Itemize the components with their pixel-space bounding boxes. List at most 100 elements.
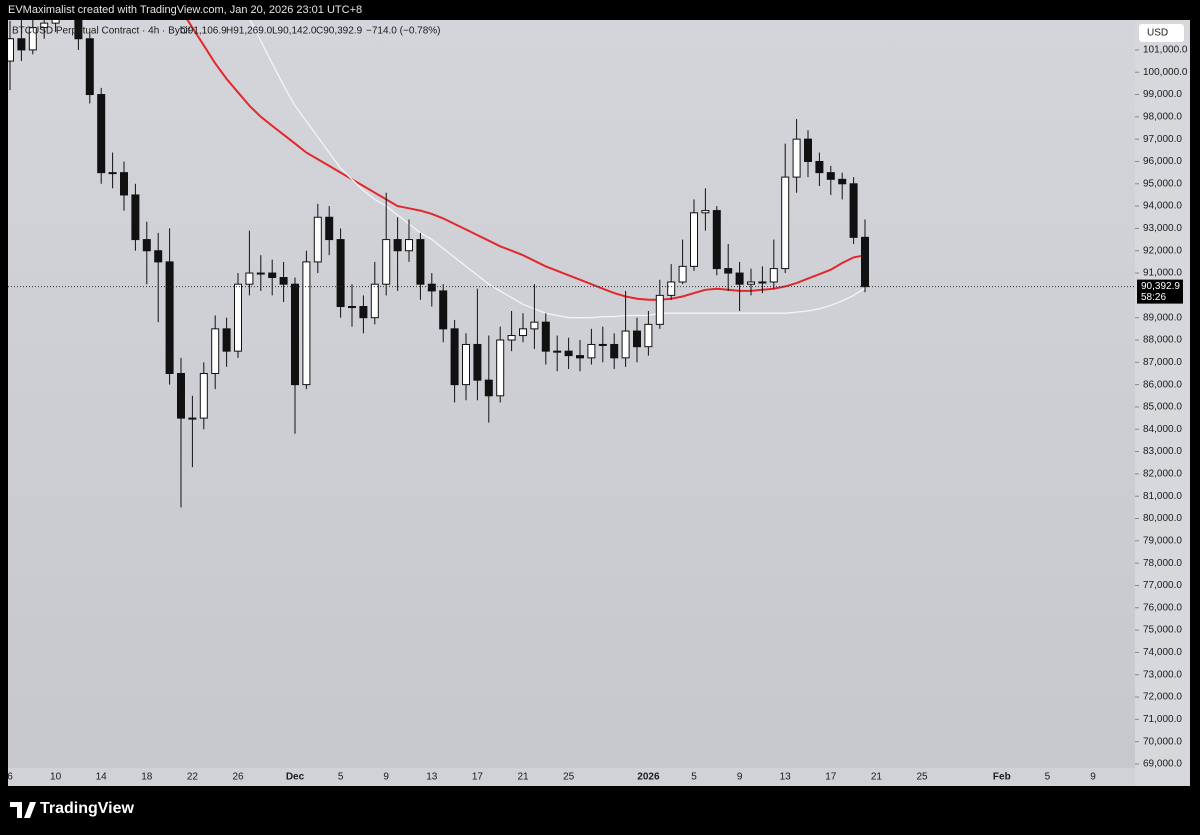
brand: TradingView — [40, 800, 135, 817]
candle-body — [496, 339, 505, 397]
candle-body — [712, 210, 721, 270]
y-tick-label: 76,000.0 — [1143, 602, 1182, 613]
x-tick-label: 5 — [691, 772, 697, 783]
candle-body — [51, 20, 60, 24]
y-tick-label: 82,000.0 — [1143, 469, 1182, 480]
candle-body — [154, 250, 163, 263]
y-tick-label: 84,000.0 — [1143, 424, 1182, 435]
candle-body — [211, 328, 220, 374]
currency: USD — [1147, 28, 1168, 39]
x-tick-label: Feb — [993, 772, 1011, 783]
x-tick-label: 13 — [426, 772, 438, 783]
candle-body — [655, 294, 664, 325]
y-tick-label: 100,000.0 — [1143, 67, 1188, 78]
candle-body — [348, 306, 356, 309]
candle-body — [256, 272, 265, 275]
candle-body — [131, 194, 140, 241]
candle-body — [393, 239, 402, 252]
candle-body — [199, 372, 208, 419]
x-tick-label: 5 — [1045, 772, 1051, 783]
candle-body — [621, 330, 630, 359]
x-tick-label: 9 — [1090, 772, 1096, 783]
x-tick-label: 9 — [737, 772, 743, 783]
candle-body — [769, 268, 778, 283]
x-tick-label: 17 — [825, 772, 837, 783]
y-tick-label: 83,000.0 — [1143, 446, 1182, 457]
candle-body — [279, 277, 288, 285]
y-tick-label: 77,000.0 — [1143, 580, 1182, 591]
ohlc-low: L90,142.0 — [272, 26, 317, 37]
y-tick-label: 71,000.0 — [1143, 714, 1182, 725]
x-tick-label: 2026 — [637, 772, 660, 783]
y-tick-label: 89,000.0 — [1143, 312, 1182, 323]
x-tick-label: 10 — [50, 772, 62, 783]
y-tick-label: 98,000.0 — [1143, 111, 1182, 122]
candle-body — [359, 306, 368, 319]
x-tick-label: 6 — [7, 772, 13, 783]
candle-body — [313, 216, 322, 263]
candle-body — [826, 172, 835, 180]
y-tick-label: 74,000.0 — [1143, 647, 1182, 658]
y-tick-label: 87,000.0 — [1143, 357, 1182, 368]
candle-body — [804, 138, 812, 162]
candle-body — [598, 343, 607, 346]
x-tick-label: 13 — [780, 772, 792, 783]
y-tick-label: 94,000.0 — [1143, 201, 1182, 212]
x-tick-label: 21 — [871, 772, 883, 783]
currency-box[interactable] — [1139, 24, 1184, 42]
candle-body — [838, 178, 847, 185]
candle-body — [541, 321, 550, 352]
candle-body — [40, 22, 49, 29]
candle-body — [108, 172, 117, 175]
y-tick-label: 91,000.0 — [1143, 268, 1182, 279]
brand-logo: TradingView — [10, 800, 135, 818]
candle-body — [781, 176, 790, 270]
candle-body — [861, 236, 869, 288]
candle-body — [678, 265, 687, 283]
candle-body — [405, 239, 413, 252]
y-tick-label: 86,000.0 — [1143, 379, 1182, 390]
candle-body — [165, 261, 174, 374]
ohlc-high: H91,269.0 — [226, 26, 273, 37]
last-price-box — [1137, 279, 1183, 304]
candle-body — [302, 261, 311, 386]
candle-body — [8, 38, 14, 62]
y-tick-label: 80,000.0 — [1143, 513, 1182, 524]
ohlc-open: O91,106.9 — [180, 26, 227, 37]
last-price-label: 90,392.9 — [1141, 281, 1180, 292]
x-tick-label: 17 — [472, 772, 484, 783]
x-tick-label: 25 — [563, 772, 575, 783]
x-tick-label: 18 — [141, 772, 153, 783]
candle-body — [644, 323, 653, 348]
x-tick-label: 22 — [187, 772, 199, 783]
candle-body — [234, 283, 242, 352]
y-tick-label: 95,000.0 — [1143, 178, 1182, 189]
candle-body — [120, 172, 128, 196]
price-axis — [1135, 20, 1190, 786]
legend: BTCUSD Perpetual Contract · 4h · Bybit O… — [12, 26, 441, 37]
plot-area — [8, 20, 1135, 768]
candle-body — [849, 183, 858, 238]
candle-body — [177, 372, 185, 419]
candle-body — [633, 330, 641, 348]
candle-body — [268, 272, 277, 279]
candle-body — [758, 281, 767, 284]
y-tick-label: 73,000.0 — [1143, 669, 1182, 680]
candle-body — [724, 268, 733, 274]
y-tick-label: 78,000.0 — [1143, 558, 1182, 569]
candle-body — [462, 343, 470, 386]
y-tick-label: 92,000.0 — [1143, 245, 1182, 256]
y-tick-label: 75,000.0 — [1143, 625, 1182, 636]
y-tick-label: 69,000.0 — [1143, 759, 1182, 770]
change: −714.0 (−0.78%) — [366, 26, 441, 37]
y-tick-label: 70,000.0 — [1143, 736, 1182, 747]
candle-body — [690, 212, 698, 267]
x-tick-label: 5 — [338, 772, 344, 783]
ma-line — [249, 20, 866, 319]
candle-body — [245, 272, 254, 285]
candle-body — [473, 343, 482, 381]
candle-body — [85, 38, 94, 96]
candle-body — [792, 138, 801, 178]
candle-body — [735, 272, 744, 285]
